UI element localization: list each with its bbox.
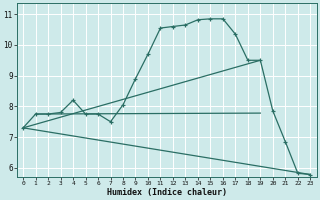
X-axis label: Humidex (Indice chaleur): Humidex (Indice chaleur)	[107, 188, 227, 197]
